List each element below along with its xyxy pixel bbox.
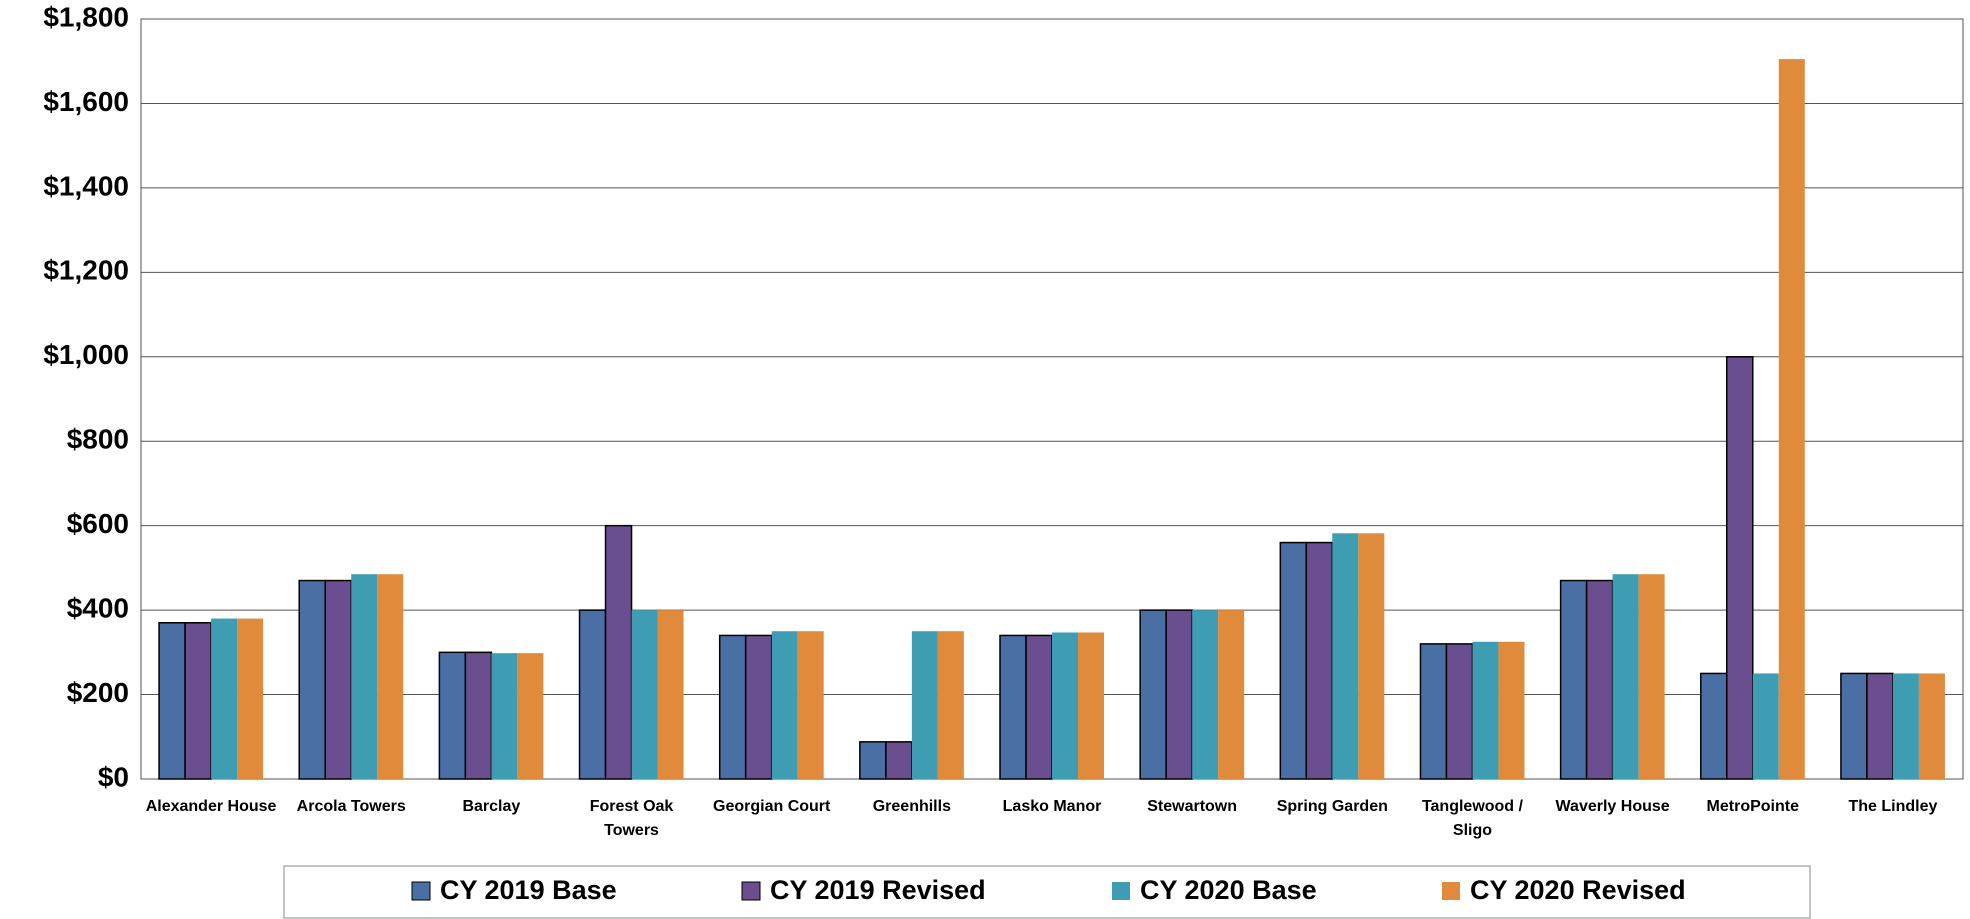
x-tick-label: MetroPointe <box>1706 798 1799 815</box>
x-tick-label: Greenhills <box>872 798 951 815</box>
bar <box>744 634 773 780</box>
bar <box>491 653 518 779</box>
bar <box>1332 533 1359 779</box>
bar <box>211 618 238 779</box>
x-tick-label: Tanglewood / Sligo <box>1421 798 1523 839</box>
bar <box>911 631 938 779</box>
y-tick-label: $1,200 <box>43 255 129 286</box>
legend-swatch <box>1442 882 1460 900</box>
x-tick-label: The Lindley <box>1848 798 1938 815</box>
bar <box>1358 533 1385 779</box>
bar <box>999 634 1027 780</box>
bar <box>1472 641 1499 779</box>
legend-label: CY 2019 Base <box>440 875 617 905</box>
y-tick-label: $400 <box>67 593 129 624</box>
bar <box>1052 632 1078 779</box>
x-tick-label: Georgian Court <box>713 798 831 815</box>
y-tick-label: $1,400 <box>43 170 129 201</box>
bar <box>578 609 607 780</box>
bar <box>604 524 633 780</box>
x-tick-label: Lasko Manor <box>1002 798 1102 815</box>
bar <box>1305 541 1334 780</box>
bar <box>1612 574 1639 779</box>
bar <box>351 574 378 779</box>
bar <box>517 653 544 779</box>
bar <box>797 631 824 779</box>
bar <box>657 610 684 779</box>
bar <box>1778 59 1805 780</box>
bar <box>1192 610 1219 779</box>
x-tick-label: Spring Garden <box>1276 798 1388 815</box>
bar <box>1218 610 1245 779</box>
y-tick-label: $1,800 <box>43 1 129 32</box>
bar <box>464 651 493 780</box>
bar <box>1279 541 1308 780</box>
bar <box>1700 672 1728 780</box>
y-tick-label: $800 <box>67 424 129 455</box>
x-tick-label: Stewartown <box>1147 798 1238 815</box>
x-tick-label: Barclay <box>462 798 521 815</box>
bar <box>771 631 798 779</box>
x-tick-label: Arcola Towers <box>296 798 406 815</box>
bar <box>1078 632 1104 779</box>
legend-label: CY 2019 Revised <box>770 875 986 905</box>
x-tick-label: Waverly House <box>1555 798 1670 815</box>
bar <box>298 579 326 780</box>
legend-label: CY 2020 Revised <box>1470 875 1686 905</box>
bar <box>377 574 404 779</box>
bar <box>1585 579 1614 780</box>
bar <box>438 651 467 780</box>
bar <box>1139 609 1167 780</box>
bar <box>1419 643 1448 780</box>
bar <box>859 741 887 780</box>
bar <box>1498 641 1525 779</box>
legend-swatch <box>1112 882 1130 900</box>
bar <box>1892 673 1919 779</box>
bar <box>184 622 212 780</box>
bar <box>937 631 964 779</box>
bar <box>1840 672 1868 780</box>
bar <box>1445 643 1474 780</box>
bar <box>1726 356 1754 780</box>
y-tick-label: $200 <box>67 677 129 708</box>
bar <box>1866 672 1894 780</box>
bar <box>885 741 913 780</box>
bar <box>1559 579 1588 780</box>
bar <box>631 610 658 779</box>
bar <box>1638 574 1665 779</box>
bar <box>237 618 264 779</box>
bar <box>1918 673 1945 779</box>
y-tick-label: $600 <box>67 508 129 539</box>
bar <box>1025 634 1053 780</box>
x-tick-label: Alexander House <box>145 798 277 815</box>
legend-box <box>283 865 1811 919</box>
y-tick-label: $1,000 <box>43 339 129 370</box>
legend-swatch <box>741 881 761 901</box>
bar <box>158 622 186 780</box>
y-tick-label: $0 <box>98 761 129 792</box>
bar <box>324 579 352 780</box>
bar <box>1165 609 1193 780</box>
legend-swatch <box>411 881 431 901</box>
x-tick-label: Forest Oak Towers <box>589 798 674 839</box>
bar <box>1752 673 1779 779</box>
y-tick-label: $1,600 <box>43 86 129 117</box>
legend-label: CY 2020 Base <box>1140 875 1317 905</box>
bar <box>718 634 747 780</box>
